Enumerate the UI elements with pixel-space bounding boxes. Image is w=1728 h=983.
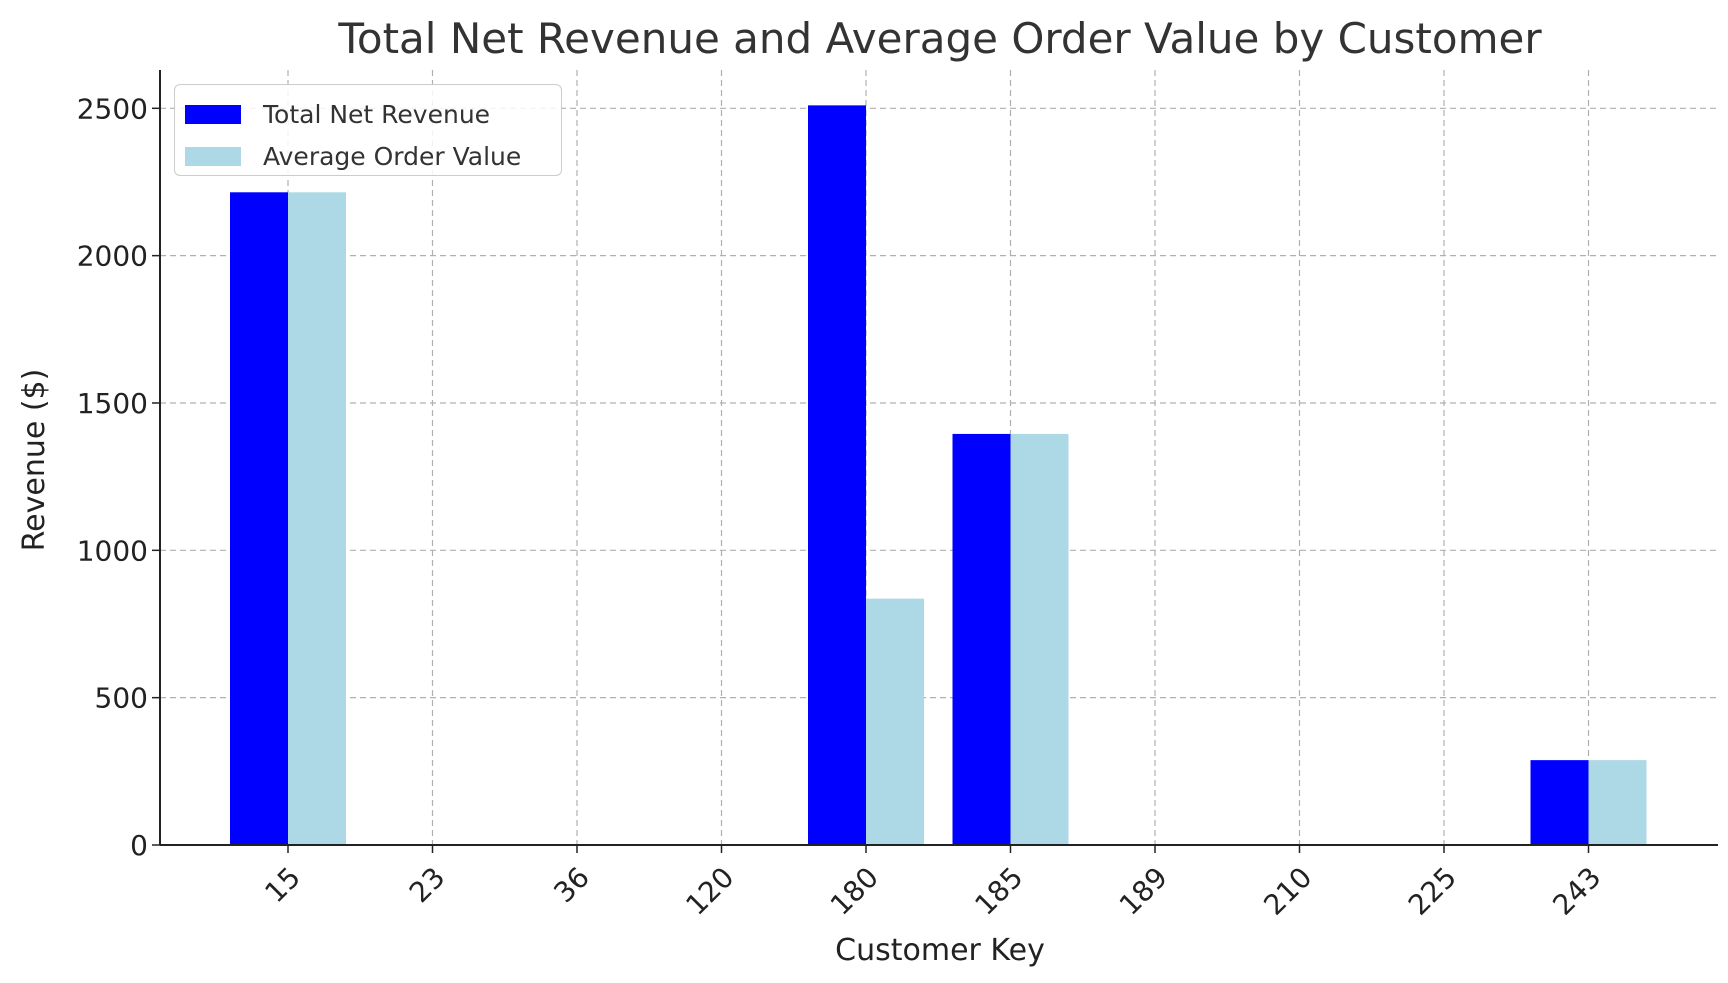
- x-tick-label: 185: [968, 861, 1029, 922]
- legend-label-total-net-revenue: Total Net Revenue: [263, 99, 491, 129]
- legend-swatch-total-net-revenue: [185, 104, 241, 124]
- legend-swatch-average-order-value: [185, 146, 241, 166]
- y-tick-label: 2000: [77, 240, 148, 273]
- bar-average-order-value-185: [1010, 433, 1069, 845]
- x-tick-label: 243: [1546, 861, 1607, 922]
- grid-lines: [160, 70, 1718, 846]
- bars: [230, 105, 1647, 846]
- y-tick-label: 0: [130, 829, 148, 862]
- bar-total-net-revenue-243: [1530, 760, 1589, 845]
- x-tick-label: 180: [824, 861, 885, 922]
- x-tick-label: 15: [258, 861, 307, 910]
- x-tick-label: 36: [547, 861, 596, 910]
- y-axis-ticks: 0 500 1000 1500 2000 2500: [77, 92, 160, 862]
- bar-total-net-revenue-185: [952, 433, 1011, 845]
- x-tick-label: 189: [1113, 861, 1174, 922]
- x-axis-label: Customer Key: [835, 933, 1045, 968]
- y-tick-label: 2500: [77, 92, 148, 125]
- bar-total-net-revenue-180: [808, 105, 866, 846]
- legend: Total Net Revenue Average Order Value: [174, 84, 562, 176]
- bar-average-order-value-243: [1588, 760, 1647, 845]
- bar-average-order-value-15: [288, 192, 346, 845]
- x-tick-label: 225: [1402, 861, 1463, 922]
- x-tick-label: 120: [679, 861, 740, 922]
- y-tick-label: 500: [95, 682, 148, 715]
- y-tick-label: 1000: [77, 534, 148, 567]
- legend-label-average-order-value: Average Order Value: [263, 141, 522, 171]
- x-tick-label: 23: [403, 861, 452, 910]
- chart-title: Total Net Revenue and Average Order Valu…: [337, 14, 1542, 63]
- x-axis-ticks: 15 23 36 120 180 185 189 210 225 243: [258, 845, 1607, 922]
- y-axis-label: Revenue ($): [17, 369, 52, 552]
- bar-total-net-revenue-15: [230, 192, 288, 845]
- x-tick-label: 210: [1257, 861, 1318, 922]
- y-tick-label: 1500: [77, 387, 148, 420]
- legend-item-average-order-value: Average Order Value: [185, 141, 521, 171]
- legend-item-total-net-revenue: Total Net Revenue: [185, 99, 490, 129]
- bar-average-order-value-180: [866, 598, 924, 845]
- axes: [159, 70, 1718, 846]
